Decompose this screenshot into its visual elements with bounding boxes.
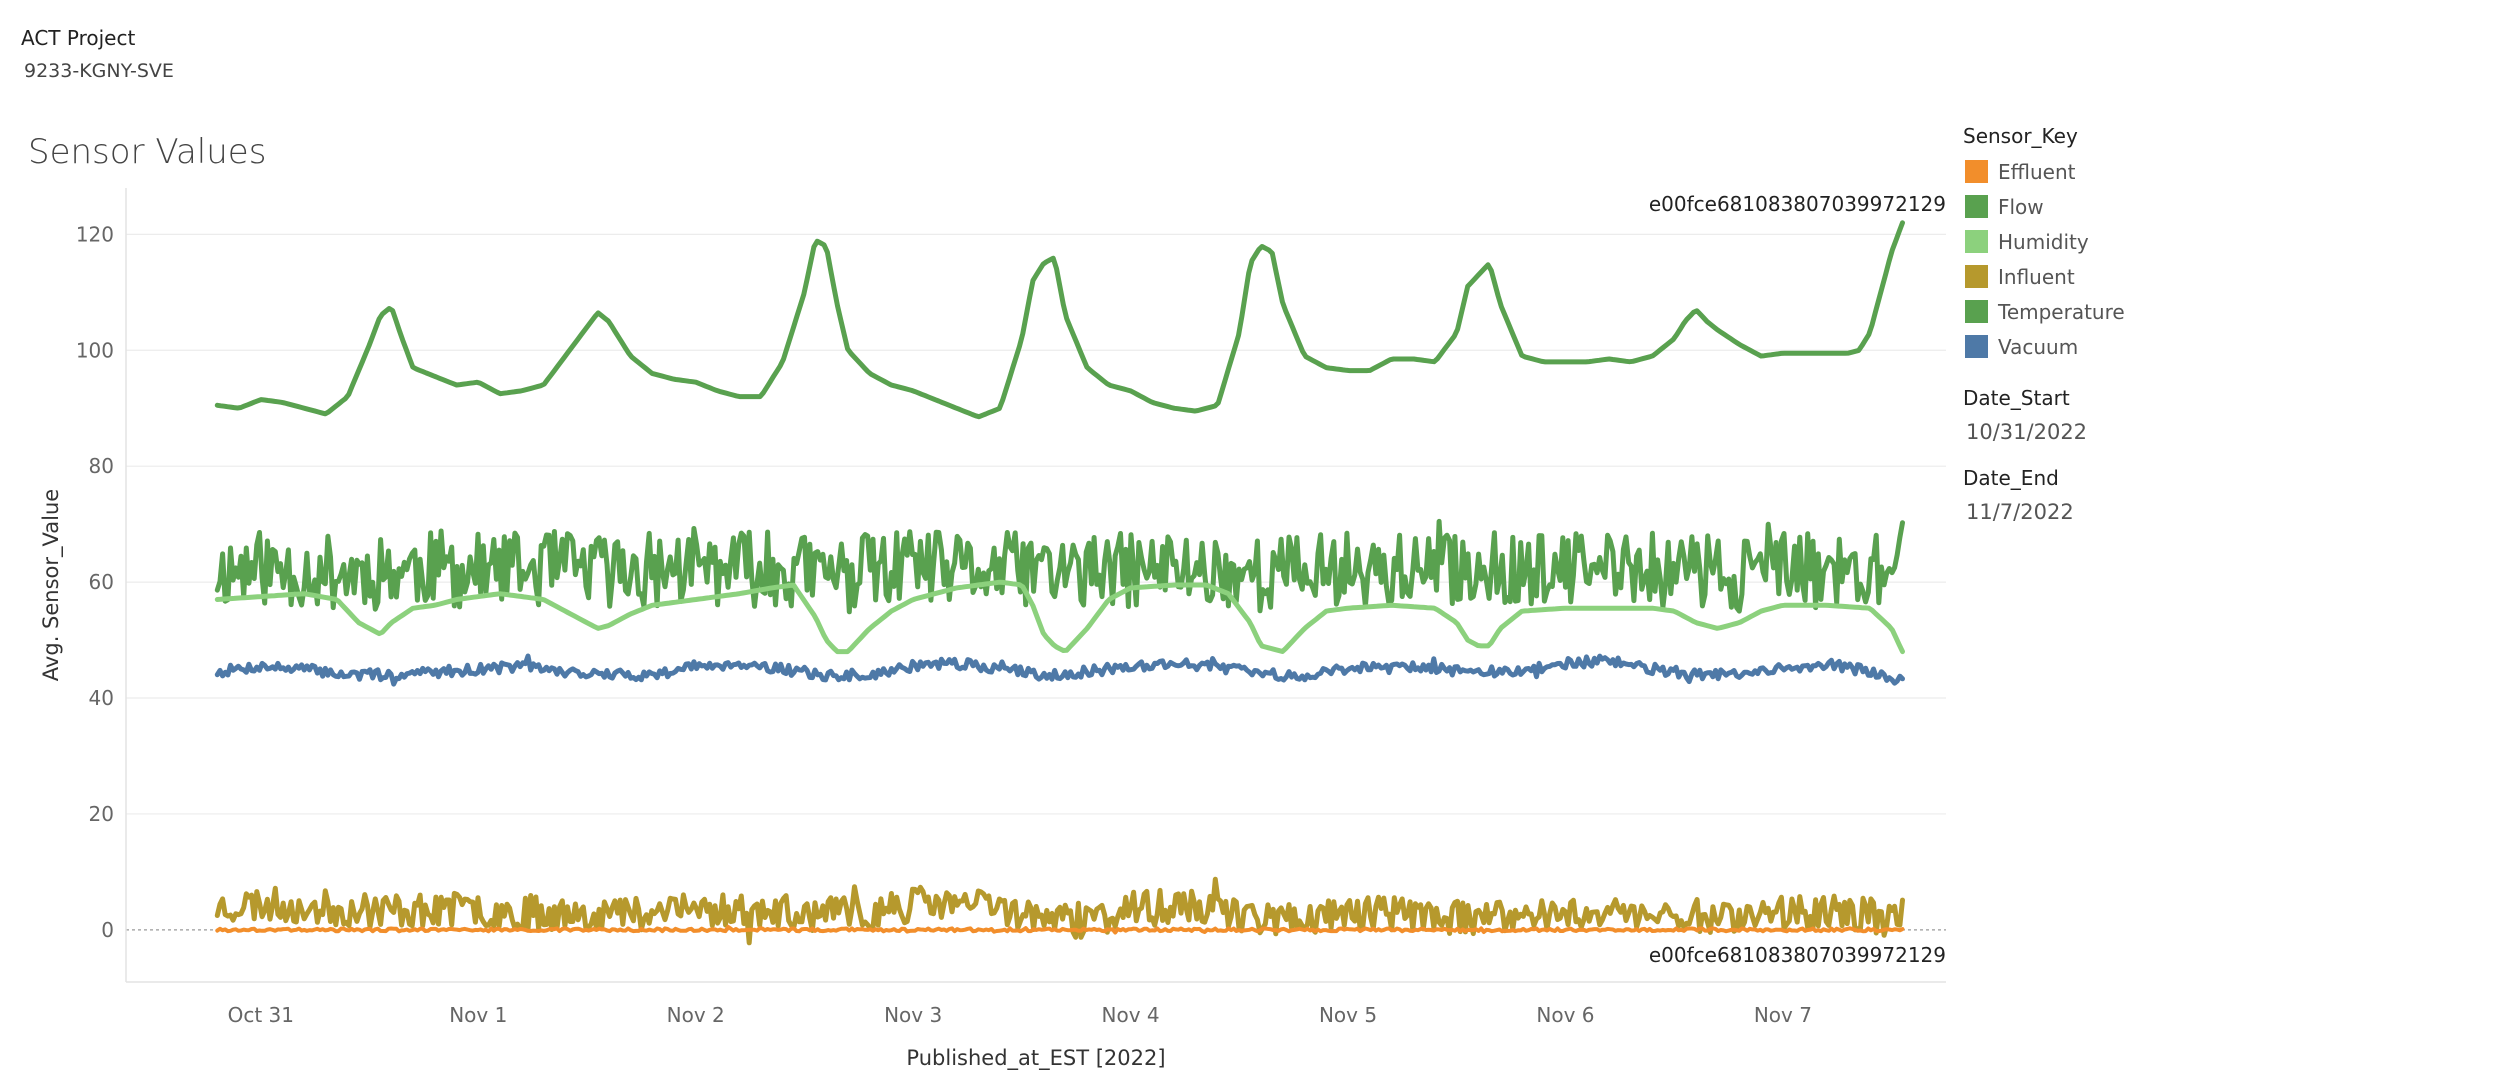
project-label: ACT Project xyxy=(21,26,136,50)
line-end-annotation: e00fce681083807039972129 xyxy=(1649,192,1946,216)
legend-label: Temperature xyxy=(1998,299,2125,324)
x-tick-label: Nov 7 xyxy=(1754,1003,1812,1027)
y-axis-title: Avg. Sensor_Value xyxy=(39,489,64,681)
legend-label: Effluent xyxy=(1998,159,2076,184)
legend-label: Humidity xyxy=(1998,229,2089,254)
date-start-value[interactable]: 10/31/2022 xyxy=(1966,420,2088,444)
series-line-flow xyxy=(214,518,1905,615)
y-tick-label: 60 xyxy=(89,570,114,594)
legend-items: Effluent Flow Humidity Influent Temperature V… xyxy=(1963,154,2283,364)
x-tick-label: Nov 4 xyxy=(1102,1003,1160,1027)
project-id: 9233-KGNY-SVE xyxy=(24,60,174,82)
date-end-label: Date_End xyxy=(1963,466,2059,490)
legend-swatch xyxy=(1965,230,1988,253)
x-tick-label: Nov 1 xyxy=(449,1003,507,1027)
legend-item-humidity[interactable]: Humidity xyxy=(1963,224,2283,259)
y-tick-label: 80 xyxy=(89,454,114,478)
x-tick-label: Oct 31 xyxy=(228,1003,294,1027)
x-tick-label: Nov 5 xyxy=(1319,1003,1377,1027)
date-end-filter: Date_End 11/7/2022 xyxy=(1963,466,2283,524)
x-tick-label: Nov 3 xyxy=(884,1003,942,1027)
date-start-label: Date_Start xyxy=(1963,386,2070,410)
y-tick-label: 0 xyxy=(101,918,114,942)
legend-item-influent[interactable]: Influent xyxy=(1963,259,2283,294)
date-start-filter: Date_Start 10/31/2022 xyxy=(1963,386,2283,444)
legend-swatch xyxy=(1965,160,1988,183)
legend-title: Sensor_Key xyxy=(1963,124,2078,148)
legend: Sensor_Key Effluent Flow Humidity Influent T… xyxy=(1963,124,2283,524)
x-tick-label: Nov 6 xyxy=(1536,1003,1594,1027)
legend-item-temperature[interactable]: Temperature xyxy=(1963,294,2283,329)
legend-item-flow[interactable]: Flow xyxy=(1963,189,2283,224)
series-line-humidity xyxy=(214,579,1905,655)
legend-item-effluent[interactable]: Effluent xyxy=(1963,154,2283,189)
legend-swatch xyxy=(1965,195,1988,218)
date-end-value[interactable]: 11/7/2022 xyxy=(1966,500,2074,524)
legend-swatch xyxy=(1965,265,1988,288)
series-line-influent xyxy=(214,876,1905,946)
series-lines xyxy=(214,220,1905,946)
legend-swatch xyxy=(1965,300,1988,323)
series-line-effluent xyxy=(215,924,1905,935)
legend-item-vacuum[interactable]: Vacuum xyxy=(1963,329,2283,364)
y-tick-label: 20 xyxy=(89,802,114,826)
y-tick-label: 100 xyxy=(76,338,114,362)
legend-label: Flow xyxy=(1998,194,2044,219)
chart-labels: 0 20 40 60 80 100 120 Oct 31 Nov 1 Nov 2 Nov 3 Nov … xyxy=(39,192,1946,1071)
x-tick-label: Nov 2 xyxy=(667,1003,725,1027)
axes xyxy=(125,188,1946,983)
x-axis-title: Published_at_EST [2022] xyxy=(906,1046,1165,1071)
line-end-annotation: e00fce681083807039972129 xyxy=(1649,943,1946,967)
legend-label: Influent xyxy=(1998,264,2075,289)
series-line-temperature xyxy=(214,220,1905,420)
legend-label: Vacuum xyxy=(1998,334,2079,359)
y-tick-label: 120 xyxy=(76,222,114,246)
y-tick-label: 40 xyxy=(89,686,114,710)
series-line-vacuum xyxy=(214,653,1905,687)
chart-title: Sensor Values xyxy=(28,132,267,172)
legend-swatch xyxy=(1965,335,1988,358)
